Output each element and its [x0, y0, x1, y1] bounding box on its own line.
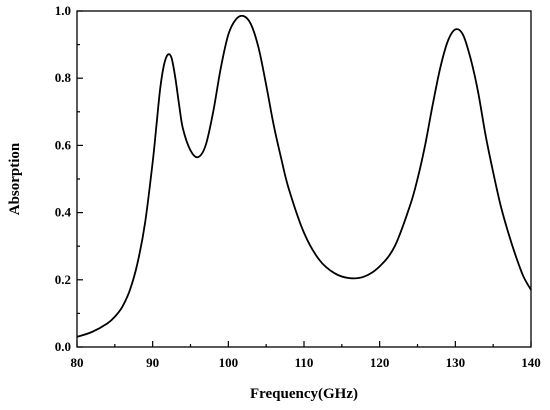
curve-layer [76, 14, 532, 338]
y-tick-label-0.0: 0.0 [55, 339, 71, 354]
x-tick-label-120: 120 [370, 355, 390, 370]
x-tick-label-130: 130 [446, 355, 466, 370]
x-tick-label-110: 110 [295, 355, 314, 370]
x-tick-label-90: 90 [146, 355, 159, 370]
ticks-layer: 80 90 100 110 120 130 140 0.0 0.2 0.4 0.6 0.8 1.0 [55, 3, 541, 370]
y-tick-label-0.4: 0.4 [55, 205, 72, 220]
y-tick-label-1.0: 1.0 [55, 3, 71, 18]
y-tick-label-0.6: 0.6 [55, 137, 72, 152]
plot-frame [76, 10, 532, 348]
y-tick-label-0.8: 0.8 [55, 70, 72, 85]
x-tick-label-100: 100 [219, 355, 239, 370]
x-tick-label-80: 80 [71, 355, 84, 370]
absorption-curve-0 [76, 14, 532, 338]
y-axis-title: Absorption [7, 142, 23, 215]
x-axis-title: Frequency(GHz) [250, 386, 358, 402]
x-tick-label-140: 140 [521, 355, 541, 370]
y-tick-label-0.2: 0.2 [55, 272, 71, 287]
